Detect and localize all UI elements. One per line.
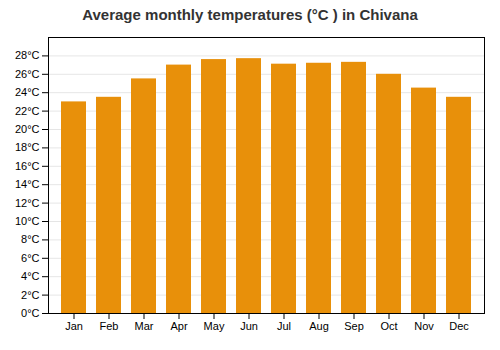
svg-text:4°C: 4°C bbox=[21, 270, 40, 282]
svg-text:Jan: Jan bbox=[65, 320, 83, 332]
svg-text:Aug: Aug bbox=[309, 320, 329, 332]
svg-text:6°C: 6°C bbox=[21, 252, 40, 264]
svg-text:28°C: 28°C bbox=[15, 49, 40, 61]
svg-text:26°C: 26°C bbox=[15, 68, 40, 80]
svg-text:Mar: Mar bbox=[135, 320, 154, 332]
svg-text:Feb: Feb bbox=[100, 320, 119, 332]
svg-text:20°C: 20°C bbox=[15, 123, 40, 135]
svg-text:16°C: 16°C bbox=[15, 160, 40, 172]
svg-text:10°C: 10°C bbox=[15, 215, 40, 227]
html-text:Average monthly temperatures (: Average monthly temperatures (°C ) in Ch… bbox=[82, 6, 418, 23]
svg-text:24°C: 24°C bbox=[15, 86, 40, 98]
svg-text:14°C: 14°C bbox=[15, 178, 40, 190]
svg-text:18°C: 18°C bbox=[15, 141, 40, 153]
svg-text:Jun: Jun bbox=[240, 320, 258, 332]
svg-text:2°C: 2°C bbox=[21, 289, 40, 301]
svg-text:22°C: 22°C bbox=[15, 105, 40, 117]
svg-text:Dec: Dec bbox=[449, 320, 469, 332]
svg-text:Apr: Apr bbox=[170, 320, 187, 332]
svg-text:Oct: Oct bbox=[380, 320, 397, 332]
svg-text:8°C: 8°C bbox=[21, 233, 40, 245]
svg-text:12°C: 12°C bbox=[15, 197, 40, 209]
svg-text:Jul: Jul bbox=[277, 320, 291, 332]
svg-text:Nov: Nov bbox=[414, 320, 434, 332]
svg-text:Sep: Sep bbox=[344, 320, 364, 332]
svg-text:May: May bbox=[204, 320, 225, 332]
svg-text:0°C: 0°C bbox=[21, 307, 40, 319]
